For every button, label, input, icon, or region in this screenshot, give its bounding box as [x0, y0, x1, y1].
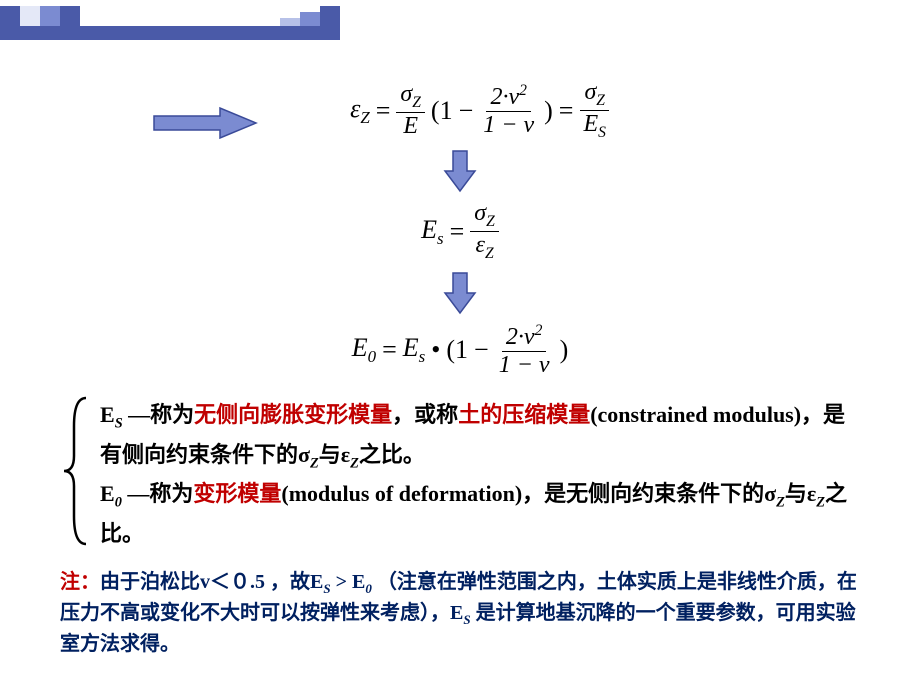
e0-sub: 0 — [115, 495, 122, 511]
eq1-f3-num-var: σ — [584, 79, 596, 105]
eq1-paren-open: (1 — [431, 96, 453, 126]
eq3-paren-open: (1 — [446, 335, 468, 365]
note-body-b: > E — [331, 571, 366, 593]
e0-red: 变形模量 — [193, 481, 281, 506]
slide-content: εZ = σZ E (1 − 2·v2 1 − v ) = σZ ES — [0, 0, 920, 689]
e0-after2: 与ε — [785, 481, 816, 506]
corner-decoration — [0, 0, 360, 50]
eq3-f-den: 1 − v — [495, 352, 554, 378]
es-sub2: Z — [310, 455, 319, 471]
eq1-f1-num-sub: Z — [412, 94, 421, 111]
eq3-lhs-var: E — [352, 333, 368, 362]
es-dash: —称为 — [123, 402, 195, 427]
arrow-down-icon-2 — [442, 271, 478, 315]
eq1-f3-num-sub: Z — [596, 92, 605, 109]
note-body-c-sub: S — [463, 612, 470, 627]
eq3-rhs-sub: s — [419, 347, 426, 366]
eq3-minus: − — [474, 335, 489, 365]
eq1-lhs-sub: Z — [360, 108, 369, 127]
eq1-f3-den-var: E — [583, 111, 598, 137]
eq3-rhs-var: E — [403, 333, 419, 362]
es-sub: S — [115, 415, 123, 431]
eq1-f2-num-sup: 2 — [519, 82, 527, 99]
eq2-lhs-sub: s — [437, 229, 444, 248]
eq3-paren-close: ) — [560, 335, 569, 365]
eq2-num-sub: Z — [486, 213, 495, 230]
note-body-a: 由于泊松比v＜０.5 ，故E — [100, 571, 323, 593]
eq2-num-var: σ — [474, 200, 486, 226]
es-sub3: Z — [350, 455, 359, 471]
eq1-f2-num: 2·v — [490, 84, 519, 110]
eq1-f3-den-sub: S — [598, 124, 606, 141]
e0-dash: —称为 — [122, 481, 194, 506]
eq2-den-sub: Z — [485, 245, 494, 262]
eq2-den-var: ε — [475, 232, 484, 258]
eq1-f1-den: E — [403, 113, 418, 139]
eq3-lhs-sub: 0 — [368, 347, 376, 366]
es-sym: E — [100, 402, 115, 427]
arrow-right-icon — [150, 105, 260, 141]
es-after3: 之比。 — [359, 442, 425, 467]
note-block: 注：由于泊松比v＜０.5 ，故ES > E0 （注意在弹性范围之内，土体实质上是… — [60, 568, 860, 659]
es-definition: ES —称为无侧向膨胀变形模量，或称土的压缩模量(constrained mod… — [100, 396, 860, 475]
arrow-down-icon-1 — [442, 149, 478, 193]
es-red1: 无侧向膨胀变形模量 — [194, 402, 392, 427]
note-label: 注： — [60, 571, 100, 593]
e0-definition: E0 —称为变形模量(modulus of deformation)，是无侧向约… — [100, 475, 860, 552]
eq3-f-num-sup: 2 — [535, 322, 543, 339]
eq1-f2-den: 1 − v — [479, 112, 538, 138]
note-body-a-sub: S — [323, 581, 330, 596]
e0-after: (modulus of deformation)，是无侧向约束条件下的σ — [281, 481, 776, 506]
definitions-block: ES —称为无侧向膨胀变形模量，或称土的压缩模量(constrained mod… — [60, 396, 860, 552]
eq2-lhs-var: E — [421, 215, 437, 244]
eq3-dot: • — [431, 335, 440, 365]
es-after2: 与ε — [319, 442, 350, 467]
eq1-f1-num-var: σ — [400, 81, 412, 107]
e0-sym: E — [100, 481, 115, 506]
es-mid1: ，或称 — [392, 402, 458, 427]
e0-sub2: Z — [776, 495, 785, 511]
eq1-paren-close: ) — [544, 96, 553, 126]
eq3-f-num: 2·v — [506, 324, 535, 350]
equation-2: Es = σZ εZ — [60, 201, 860, 262]
eq1-minus-1: − — [459, 96, 474, 126]
eq1-lhs-var: ε — [350, 94, 360, 123]
left-brace-icon — [62, 396, 92, 546]
equation-3: E0 = Es • (1 − 2·v2 1 − v ) — [60, 323, 860, 378]
e0-sub3: Z — [816, 495, 825, 511]
es-red2: 土的压缩模量 — [458, 402, 590, 427]
